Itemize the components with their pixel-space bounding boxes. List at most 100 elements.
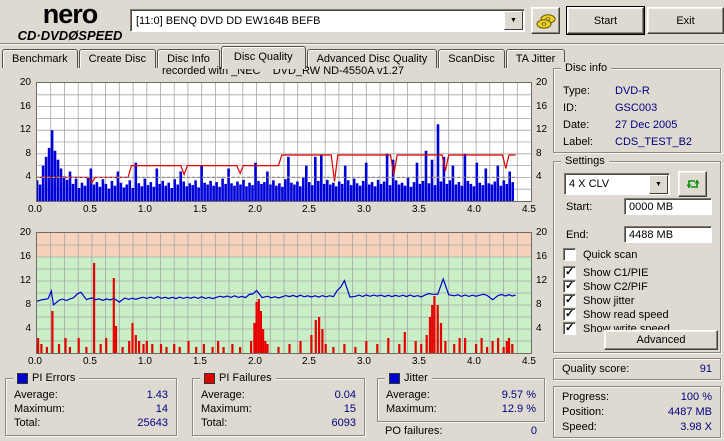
quality-score-box: Quality score: 91 [553,358,721,380]
chevron-down-icon[interactable]: ▼ [504,11,523,30]
scan-speed-dropdown[interactable]: 4 X CLV ▼ [564,173,670,195]
nero-logo-text: nero [42,0,99,29]
show-jitter-checkbox[interactable] [563,293,576,307]
show-read-speed-checkbox[interactable] [563,307,576,321]
show-c1-pie-checkbox[interactable] [563,265,576,279]
advanced-button[interactable]: Advanced [604,330,718,350]
progress-row: Speed: 3.98 X [562,421,712,433]
checkbox-label: Show C2/PIF [583,280,648,293]
tab-advanced-disc-quality[interactable]: Advanced Disc Quality [306,49,438,68]
tab-ta-jitter[interactable]: TA Jitter [505,49,566,68]
pi-failures-chart-y-axis-right: 4 8 12 16 20 [533,227,551,353]
quality-score-value: 91 [699,363,712,375]
stat-row: Total: 25643 [14,417,168,429]
progress-row: Progress: 100 % [562,391,712,403]
y-tick-label: 4 [536,323,542,334]
disc-info-title: Disc info [561,62,612,74]
y-tick-label: 4 [536,171,542,182]
y-tick-label: 8 [536,299,542,310]
po-failures-row: PO failures: 0 [377,425,545,437]
disc-change-button[interactable] [531,7,560,34]
advanced-button-label: Advanced [636,334,686,346]
pi-failures-jitter-chart [36,232,532,354]
po-failures-label: PO failures: [385,425,443,437]
start-button-label: Start [593,14,618,27]
stat-row: Maximum: 12.9 % [386,403,536,415]
pi-failures-chart-y-axis-left: 4 8 12 16 20 [15,227,33,353]
x-tick-label: 0.0 [28,356,42,367]
y-tick-label: 16 [536,101,548,112]
stat-row: Average: 1.43 [14,389,168,401]
settings-title: Settings [561,155,609,167]
start-position-input[interactable]: 0000 MB [624,198,712,215]
pi-errors-stats-title: PI Errors [32,372,76,384]
x-tick-label: 2.5 [302,204,316,215]
tab-benchmark[interactable]: Benchmark [2,49,78,68]
exit-button[interactable]: Exit [647,7,724,34]
pi-errors-stats-box: PI Errors Average: 1.43 Maximum: 14 Total:… [5,372,177,436]
disc-info-box: Disc info Type: DVD-R ID: GSC003 Date: 27 D… [553,62,721,153]
cd-dvd-speed-logo-text: CD·DVDØSPEED [17,28,123,43]
settings-box: Settings 4 X CLV ▼ Start: 0000 MB End: 4… [553,155,721,353]
checkbox-label: Show C1/PIE [583,266,649,279]
x-tick-label: 2.0 [248,356,262,367]
x-tick-label: 3.0 [357,356,371,367]
tab-bar: Benchmark Create Disc Disc Info Disc Qua… [2,46,566,69]
tab-disc-quality[interactable]: Disc Quality [220,46,306,69]
end-position-input[interactable]: 4488 MB [624,226,712,243]
x-tick-label: 3.5 [412,204,426,215]
drive-selector-dropdown[interactable]: [11:0] BENQ DVD DD EW164B BEFB ▼ [130,9,525,32]
show-write-speed-checkbox[interactable] [563,321,576,335]
checkbox-label: Show read speed [583,308,669,321]
x-tick-label: 1.0 [138,356,152,367]
y-tick-label: 20 [536,227,548,238]
tab-create-disc[interactable]: Create Disc [78,49,157,68]
y-tick-label: 12 [19,275,31,286]
tab-scandisc[interactable]: ScanDisc [438,49,505,68]
y-tick-label: 16 [19,251,31,262]
disc-change-icon [536,13,555,29]
x-tick-label: 1.0 [138,204,152,215]
pi-failures-jitter-plot [36,233,531,353]
x-tick-label: 1.5 [193,204,207,215]
refresh-button[interactable] [678,171,707,197]
checkbox-show-jitter[interactable]: Show jitter [563,293,634,307]
stat-row: Total: 6093 [201,417,356,429]
disc-info-row: Type: DVD-R [563,85,650,97]
x-tick-label: 3.0 [357,204,371,215]
tab-disc-info[interactable]: Disc Info [157,49,220,68]
checkbox-label: Quick scan [583,248,638,261]
pi-failures-chart-x-axis: 0.0 0.5 1.0 1.5 2.0 2.5 3.0 3.5 4.0 4.5 [28,356,541,368]
y-tick-label: 4 [25,323,31,334]
jitter-stats-box: Jitter Average: 9.57 % Maximum: 12.9 % [377,372,545,422]
pi-errors-chart-x-axis: 0.0 0.5 1.0 1.5 2.0 2.5 3.0 3.5 4.0 4.5 [28,204,541,216]
start-button[interactable]: Start [566,6,645,35]
scan-speed-value: 4 X CLV [569,178,610,190]
checkbox-show-read-speed[interactable]: Show read speed [563,307,669,321]
y-tick-label: 16 [19,101,31,112]
y-tick-label: 20 [19,227,31,238]
y-tick-label: 12 [536,275,548,286]
pi-errors-plot [35,83,531,202]
y-tick-label: 20 [19,77,31,88]
x-tick-label: 1.5 [193,356,207,367]
pi-errors-chart-y-axis-left: 4 8 12 16 20 [15,77,33,201]
po-failures-value: 0 [530,425,537,437]
y-tick-label: 12 [536,124,548,135]
y-tick-label: 20 [536,77,548,88]
quality-score-label: Quality score: [562,363,630,375]
start-position-label: Start: [566,201,593,213]
stat-row: Average: 9.57 % [386,389,536,401]
y-tick-label: 12 [19,124,31,135]
x-tick-label: 0.5 [83,356,97,367]
checkbox-quick-scan[interactable]: Quick scan [563,248,637,261]
disc-info-row: Date: 27 Dec 2005 [563,119,678,131]
stat-row: Maximum: 14 [14,403,168,415]
checkbox-show-c2-pif[interactable]: Show C2/PIF [563,279,648,293]
quick-scan-checkbox[interactable] [563,248,576,261]
chevron-down-icon[interactable]: ▼ [649,174,668,194]
show-c2-pif-checkbox[interactable] [563,279,576,293]
y-tick-label: 8 [25,148,31,159]
checkbox-show-c1-pie[interactable]: Show C1/PIE [563,265,649,279]
x-tick-label: 3.5 [412,356,426,367]
